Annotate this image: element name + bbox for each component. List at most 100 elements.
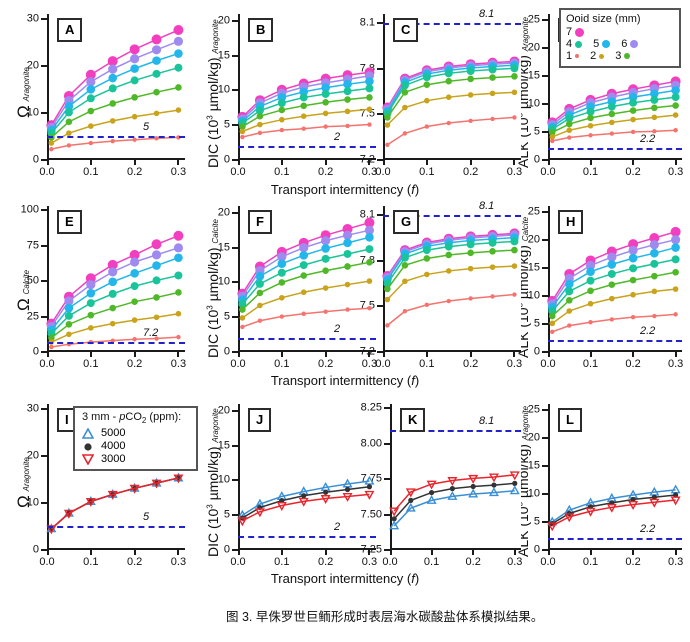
x-tick	[513, 160, 516, 165]
data-point	[672, 112, 679, 118]
data-point	[279, 127, 285, 133]
data-point	[651, 272, 658, 280]
data-point	[428, 489, 435, 496]
data-point	[466, 240, 475, 249]
y-tick-label: 20	[527, 233, 540, 246]
legend-item-1[interactable]: 1	[566, 50, 580, 62]
legend-title-ooid: Ooid size (mm)	[566, 13, 641, 25]
legend-row-2: 4 5 6	[566, 38, 674, 50]
data-point	[445, 77, 453, 85]
data-point	[64, 296, 74, 306]
legend-item-5[interactable]: 5	[593, 38, 611, 50]
x-tick	[89, 550, 92, 555]
data-point	[238, 300, 247, 309]
x-tick-label: 0.2	[317, 166, 334, 178]
data-point	[608, 281, 616, 288]
data-point	[566, 127, 573, 134]
y-tick	[41, 407, 47, 410]
legend-item-2[interactable]: 2	[590, 50, 605, 62]
x-tick	[469, 160, 472, 165]
data-point	[671, 243, 680, 252]
plot-area-a: 0 10 20 30 0.0 0.1 0.2 0.3 5	[27, 13, 186, 178]
y-tick-label: 7.25	[360, 543, 382, 556]
legend-pco2-row-3000[interactable]: 3000	[82, 453, 189, 465]
x-tick-label: 0.2	[462, 358, 479, 370]
y-tick-label: 20	[217, 404, 230, 417]
data-point	[175, 289, 182, 296]
data-point	[108, 267, 118, 277]
data-point	[257, 130, 263, 136]
panel-l: 0 5 10 15 20 25 0.0 0.1 0.2 0.3 2.2 L	[528, 404, 684, 568]
data-point	[107, 259, 118, 270]
data-point	[444, 242, 453, 251]
data-point	[467, 75, 474, 83]
data-point	[548, 129, 556, 136]
y-tick-label: 25	[527, 403, 540, 416]
data-point	[154, 336, 159, 341]
x-tick-label: 0.2	[625, 358, 641, 370]
x-tick-label: 0.3	[667, 358, 684, 370]
data-point	[344, 486, 351, 493]
y-tick-label: 100	[20, 203, 39, 216]
data-point	[587, 300, 594, 307]
data-point	[88, 325, 94, 331]
data-point	[255, 279, 264, 288]
y-tick-label: 15	[527, 261, 540, 274]
y-tick-label: 20	[26, 449, 39, 462]
x-axis	[238, 158, 376, 160]
data-point	[652, 313, 657, 319]
legend-item-6[interactable]: 6	[621, 38, 639, 50]
data-point	[131, 94, 138, 101]
data-point	[651, 114, 658, 121]
legend-swatch-2	[599, 53, 605, 59]
data-point	[257, 318, 263, 323]
data-point	[344, 281, 351, 288]
data-point	[173, 36, 184, 46]
x-tick	[589, 160, 592, 165]
legend-pco2: 3 mm - pCO2 (ppm): 5000 4000 3000	[73, 406, 198, 472]
legend-ooid-size: Ooid size (mm) 7 4 5 6 1	[559, 8, 681, 68]
data-point	[586, 267, 595, 276]
x-tick	[383, 352, 385, 357]
x-tick-label: 0.0	[230, 358, 246, 370]
x-tick	[280, 550, 283, 555]
x-tick-label: 0.2	[462, 166, 479, 178]
legend-item-7[interactable]: 7	[566, 26, 585, 38]
data-point	[279, 314, 285, 319]
data-point	[609, 295, 615, 302]
data-point	[512, 292, 517, 297]
legend-item-4[interactable]: 4	[566, 38, 583, 50]
data-point	[343, 238, 352, 248]
data-point	[509, 471, 520, 481]
data-point	[489, 264, 496, 270]
y-axis	[548, 14, 550, 160]
legend-item-3[interactable]: 3	[615, 50, 631, 62]
data-point	[565, 287, 574, 296]
data-point	[153, 314, 160, 321]
data-point	[608, 110, 616, 118]
legend-pco2-row-5000[interactable]: 5000	[82, 427, 189, 439]
y-tick-label: 10	[26, 496, 39, 509]
data-point	[385, 142, 390, 147]
data-point	[649, 240, 659, 250]
y-tick-label: 5	[533, 515, 540, 528]
x-tick	[133, 160, 136, 165]
x-tick-label: 0.0	[540, 358, 556, 370]
data-point	[152, 69, 161, 78]
data-point	[401, 89, 409, 96]
y-tick	[377, 159, 383, 161]
data-point	[547, 522, 558, 532]
data-point	[671, 235, 681, 245]
x-tick-label: 0.2	[126, 556, 143, 568]
y-tick-label: 75	[26, 239, 39, 252]
x-axis	[238, 350, 376, 352]
x-tick	[89, 160, 92, 165]
threshold-label: 2	[334, 131, 341, 144]
panel-label-a: A	[57, 18, 83, 42]
legend-pco2-row-4000[interactable]: 4000	[82, 440, 189, 452]
y-tick	[232, 246, 238, 249]
data-point	[256, 289, 264, 297]
data-point	[445, 94, 452, 100]
data-point	[445, 268, 452, 274]
data-point	[606, 503, 617, 513]
